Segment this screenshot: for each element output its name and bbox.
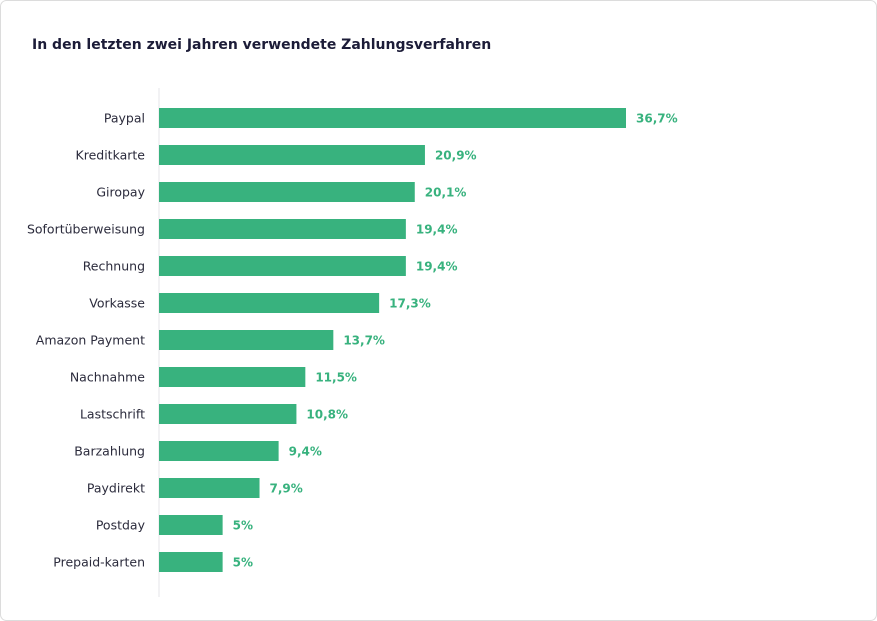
bar bbox=[159, 219, 406, 239]
bar bbox=[159, 330, 334, 350]
bar bbox=[159, 108, 626, 128]
category-label: Paydirekt bbox=[87, 481, 145, 496]
bar bbox=[159, 293, 380, 313]
value-label: 36,7% bbox=[636, 112, 678, 126]
value-label: 17,3% bbox=[389, 297, 431, 311]
category-label: Lastschrift bbox=[80, 407, 145, 422]
chart-title: In den letzten zwei Jahren verwendete Za… bbox=[32, 37, 491, 53]
bar bbox=[159, 404, 297, 424]
value-label: 20,9% bbox=[435, 149, 477, 163]
category-label: Nachnahme bbox=[70, 370, 145, 385]
category-label: Sofortüberweisung bbox=[27, 222, 145, 237]
value-label: 5% bbox=[233, 519, 253, 533]
category-label: Rechnung bbox=[83, 259, 145, 274]
value-label: 20,1% bbox=[425, 186, 467, 200]
category-label: Giropay bbox=[96, 185, 145, 200]
category-label: Vorkasse bbox=[89, 296, 145, 311]
bar bbox=[159, 515, 223, 535]
category-label: Barzahlung bbox=[74, 444, 145, 459]
category-label: Prepaid-karten bbox=[53, 555, 145, 570]
value-label: 5% bbox=[233, 556, 253, 570]
value-label: 13,7% bbox=[343, 334, 385, 348]
category-label: Postday bbox=[96, 518, 146, 533]
value-label: 7,9% bbox=[270, 482, 303, 496]
value-label: 10,8% bbox=[306, 408, 348, 422]
bar bbox=[159, 441, 279, 461]
bar bbox=[159, 478, 260, 498]
value-label: 11,5% bbox=[315, 371, 357, 385]
category-label: Paypal bbox=[104, 111, 145, 126]
bar bbox=[159, 552, 223, 572]
bar bbox=[159, 367, 306, 387]
bar bbox=[159, 256, 406, 276]
value-label: 19,4% bbox=[416, 223, 458, 237]
bar bbox=[159, 145, 425, 165]
category-label: Kreditkarte bbox=[76, 148, 146, 163]
value-label: 19,4% bbox=[416, 260, 458, 274]
category-label: Amazon Payment bbox=[36, 333, 145, 348]
bar bbox=[159, 182, 415, 202]
value-label: 9,4% bbox=[289, 445, 322, 459]
